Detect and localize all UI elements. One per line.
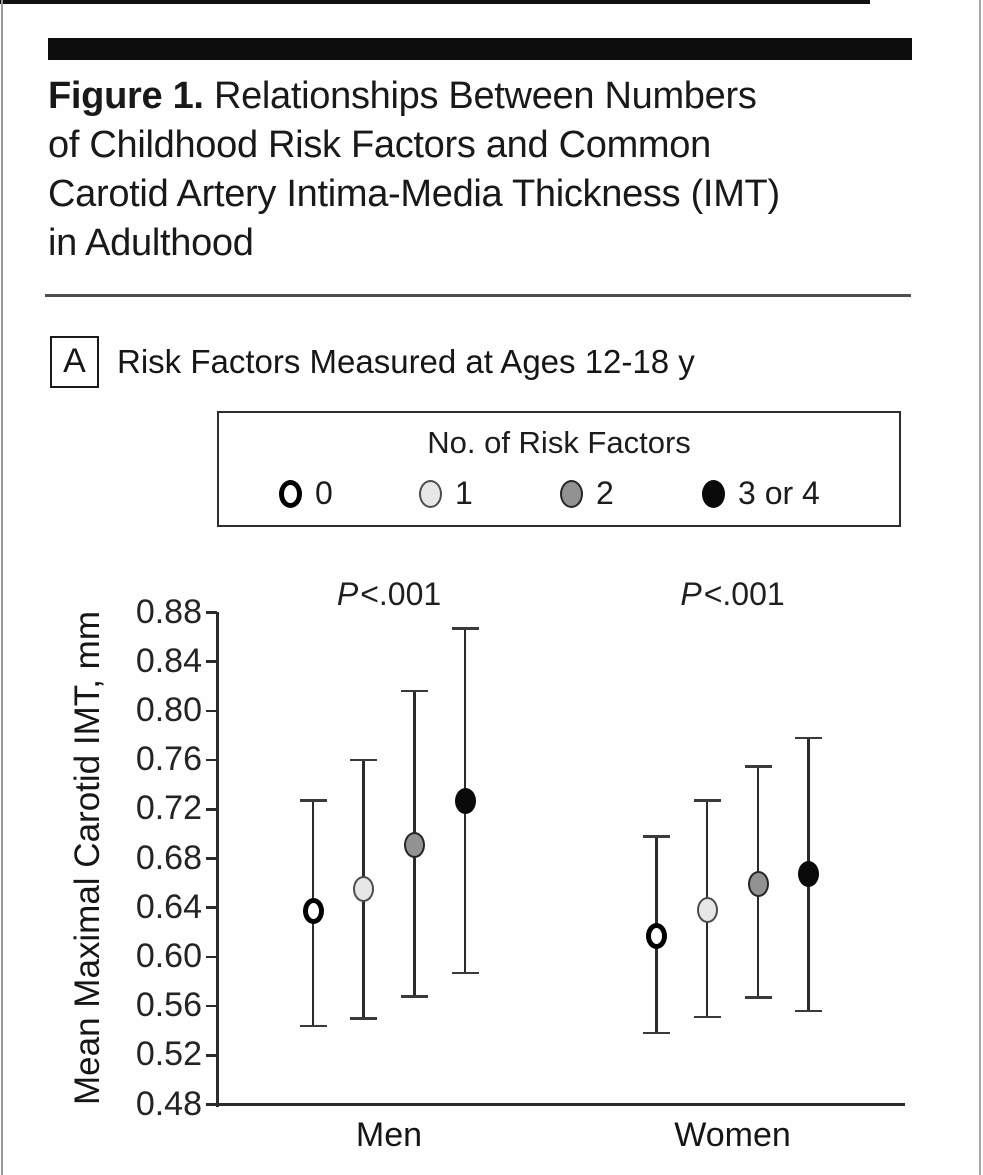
p-value-label: P<.001	[680, 576, 785, 612]
y-tick	[205, 709, 217, 713]
panel-letter-box: A	[50, 336, 99, 388]
data-point-marker	[454, 787, 476, 814]
error-bar-cap	[451, 971, 479, 975]
error-bar-cap	[401, 689, 428, 693]
error-bar-cap	[693, 1015, 721, 1019]
error-bar-cap	[643, 1031, 670, 1035]
y-tick-label: 0.76	[135, 740, 202, 779]
page-border-right	[979, 0, 981, 1175]
error-bar-cap	[693, 799, 721, 802]
group-label: Women	[674, 1116, 791, 1154]
y-tick	[205, 808, 217, 811]
panel-title: Risk Factors Measured at Ages 12-18 y	[117, 343, 695, 380]
y-tick	[205, 906, 217, 909]
y-tick	[205, 660, 217, 663]
circle-marker-icon	[702, 479, 725, 508]
x-axis-line	[216, 1103, 905, 1106]
data-point-marker	[747, 871, 769, 898]
y-tick	[205, 1004, 217, 1008]
y-tick-label: 0.68	[135, 838, 202, 877]
error-bar-cap	[299, 799, 327, 802]
circle-marker-icon	[279, 479, 302, 508]
data-point-marker	[404, 831, 425, 858]
figure-header-bar	[48, 38, 912, 60]
y-tick-label: 0.64	[135, 887, 202, 926]
error-bar-cap	[451, 627, 479, 630]
p-value-label: P<.001	[336, 576, 442, 612]
y-tick	[205, 955, 217, 959]
figure-title-prefix: Figure 1.	[48, 75, 214, 117]
y-tick	[205, 1054, 217, 1057]
y-tick	[205, 1103, 217, 1106]
data-point-marker	[646, 922, 667, 949]
y-axis-title: Mean Maximal Carotid IMT, mm	[68, 611, 107, 1105]
group-label: Men	[355, 1116, 423, 1154]
figure-title: Figure 1. Relationships Between Numbers o…	[48, 75, 780, 264]
legend-title: No. of Risk Factors	[427, 425, 691, 460]
y-tick	[205, 611, 217, 614]
circle-marker-icon	[419, 479, 442, 508]
y-tick-label: 0.80	[135, 690, 202, 729]
error-bar-cap	[744, 765, 772, 768]
legend-item: 3 or 4	[702, 475, 820, 512]
y-tick-label: 0.52	[135, 1035, 202, 1074]
y-tick	[205, 758, 217, 762]
circle-marker-icon	[560, 479, 583, 508]
y-tick-label: 0.60	[135, 936, 202, 975]
page-border-left	[1, 0, 3, 1175]
y-tick-label: 0.48	[135, 1084, 202, 1123]
error-bar-cap	[350, 1017, 377, 1020]
error-bar-cap	[401, 995, 428, 998]
error-bar-cap	[350, 758, 377, 762]
y-tick-label: 0.56	[135, 986, 202, 1025]
error-bar-cap	[744, 996, 772, 999]
y-tick-label: 0.72	[135, 789, 202, 828]
divider-rule	[45, 294, 911, 297]
error-bar-cap	[643, 835, 670, 838]
data-point-marker	[696, 897, 718, 924]
legend-item: 2	[560, 475, 614, 512]
panel-letter: A	[63, 342, 86, 380]
legend-item-label: 3 or 4	[738, 475, 820, 511]
legend-item-label: 2	[596, 475, 614, 511]
legend-item: 0	[279, 475, 333, 512]
error-bar-cap	[299, 1024, 327, 1028]
page-rule-top	[0, 0, 870, 4]
y-tick-label: 0.88	[135, 592, 202, 631]
legend-box: No. of Risk Factors 0 1 2 3 or 4	[217, 411, 901, 527]
data-point-marker	[798, 861, 819, 888]
error-bar-cap	[795, 1009, 822, 1013]
legend-item-label: 1	[455, 475, 473, 511]
data-point-marker	[302, 898, 324, 925]
y-axis-line	[216, 611, 219, 1107]
legend-item-label: 0	[315, 475, 333, 511]
error-bar-cap	[795, 736, 822, 740]
y-tick	[205, 857, 217, 860]
legend-item: 1	[419, 475, 473, 512]
y-tick-label: 0.84	[135, 641, 202, 680]
data-point-marker	[353, 876, 374, 903]
